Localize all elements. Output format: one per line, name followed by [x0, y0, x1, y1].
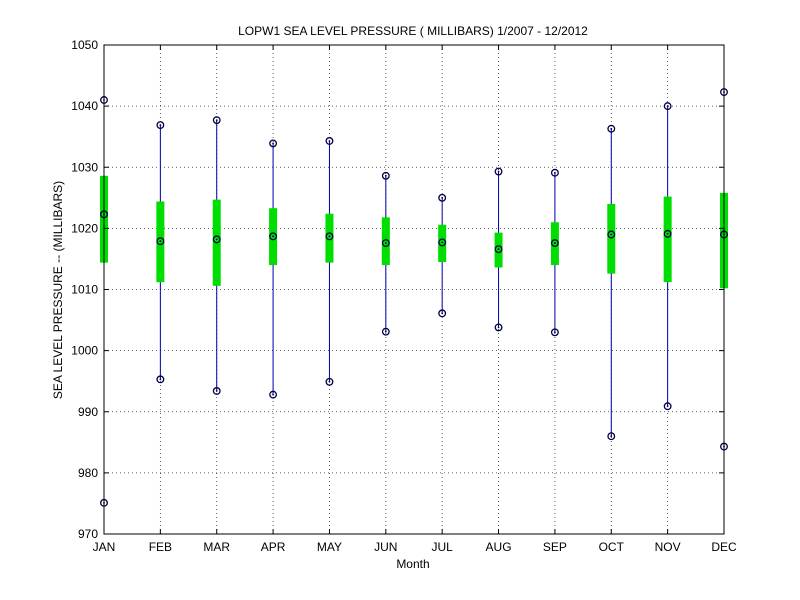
- mean-marker-dot: [328, 235, 331, 238]
- min-marker-dot: [666, 405, 669, 408]
- mean-marker-dot: [610, 233, 613, 236]
- mean-marker: [381, 239, 390, 247]
- mean-marker-dot: [384, 242, 387, 244]
- mean-marker: [325, 232, 334, 241]
- min-marker: [212, 387, 221, 395]
- max-marker-dot: [328, 140, 331, 142]
- max-marker-dot: [610, 127, 613, 130]
- y-tick-label: 990: [78, 405, 98, 419]
- min-marker-dot: [441, 312, 444, 315]
- min-marker-dot: [328, 380, 331, 383]
- series-plot: [100, 88, 728, 507]
- min-marker-dot: [384, 330, 387, 333]
- min-marker-dot: [554, 331, 556, 334]
- max-marker-dot: [666, 105, 669, 108]
- min-marker: [494, 323, 503, 332]
- iqr-box: [381, 217, 390, 266]
- min-marker: [438, 309, 447, 318]
- max-marker: [269, 139, 278, 148]
- max-marker-dot: [497, 170, 500, 173]
- min-marker-dot: [497, 326, 500, 329]
- max-marker-dot: [159, 124, 162, 126]
- x-tick-label: OCT: [599, 540, 625, 554]
- mean-marker: [156, 237, 165, 246]
- max-marker: [156, 121, 165, 130]
- y-tick-label: 1030: [71, 160, 98, 174]
- min-marker: [269, 390, 278, 399]
- min-marker: [325, 377, 334, 386]
- x-axis-label: Month: [396, 557, 429, 571]
- mean-marker: [212, 235, 221, 244]
- mean-marker-dot: [497, 248, 500, 251]
- max-marker-dot: [272, 142, 274, 145]
- min-marker: [550, 328, 559, 337]
- mean-marker-dot: [215, 238, 218, 241]
- max-marker-dot: [441, 196, 444, 199]
- x-tick-label: JUL: [432, 540, 454, 554]
- max-marker: [550, 168, 559, 177]
- x-tick-label: AUG: [486, 540, 512, 554]
- y-tick-label: 1010: [71, 283, 98, 297]
- max-marker: [663, 102, 672, 111]
- y-axis-label: SEA LEVEL PRESSURE -- (MILLIBARS): [51, 181, 65, 399]
- iqr-box: [494, 232, 503, 268]
- max-marker: [494, 167, 503, 176]
- x-tick-label: FEB: [149, 540, 172, 554]
- chart-title: LOPW1 SEA LEVEL PRESSURE ( MILLIBARS) 1/…: [238, 24, 588, 38]
- mean-marker-dot: [272, 235, 274, 238]
- max-marker-dot: [384, 174, 387, 177]
- y-tick-label: 1040: [71, 99, 98, 113]
- max-marker: [381, 171, 390, 180]
- min-marker-dot: [159, 378, 162, 381]
- y-tick-label: 1020: [71, 221, 98, 235]
- mean-marker: [663, 229, 672, 238]
- x-tick-label: JAN: [93, 540, 116, 554]
- mean-marker: [550, 239, 559, 247]
- x-tick-label: MAR: [203, 540, 230, 554]
- mean-marker-dot: [441, 241, 444, 244]
- x-tick-label: DEC: [711, 540, 737, 554]
- x-tick-label: MAY: [317, 540, 342, 554]
- min-marker: [156, 375, 165, 384]
- mean-marker: [438, 238, 447, 247]
- mean-marker-dot: [554, 242, 556, 244]
- mean-marker: [269, 232, 278, 241]
- max-marker-dot: [215, 119, 218, 122]
- min-marker-dot: [215, 390, 218, 392]
- max-marker: [438, 193, 447, 202]
- mean-marker-dot: [159, 240, 162, 243]
- max-marker-dot: [554, 171, 556, 174]
- iqr-box: [325, 213, 334, 263]
- mean-marker: [494, 245, 503, 254]
- axis-ticks: 970 980 990 1000 1010 1020 1030 1040 1050 JAN FEB M…: [71, 38, 737, 554]
- grid: [104, 45, 724, 534]
- min-marker: [607, 432, 616, 441]
- max-marker: [607, 124, 616, 133]
- iqr-box: [663, 196, 672, 283]
- y-tick-label: 970: [78, 527, 98, 541]
- mean-marker-dot: [666, 232, 669, 235]
- min-marker-dot: [272, 393, 274, 396]
- mean-marker: [607, 230, 616, 239]
- min-marker-dot: [610, 435, 613, 438]
- iqr-box: [607, 203, 616, 274]
- y-tick-label: 1050: [71, 38, 98, 52]
- max-marker: [212, 116, 221, 125]
- x-tick-label: APR: [261, 540, 286, 554]
- y-tick-label: 1000: [71, 344, 98, 358]
- x-tick-label: JUN: [374, 540, 397, 554]
- max-marker: [325, 137, 334, 145]
- min-marker: [381, 327, 390, 336]
- y-tick-label: 980: [78, 466, 98, 480]
- x-tick-label: SEP: [543, 540, 567, 554]
- iqr-box: [438, 224, 447, 262]
- min-marker: [663, 402, 672, 411]
- x-tick-label: NOV: [655, 540, 681, 554]
